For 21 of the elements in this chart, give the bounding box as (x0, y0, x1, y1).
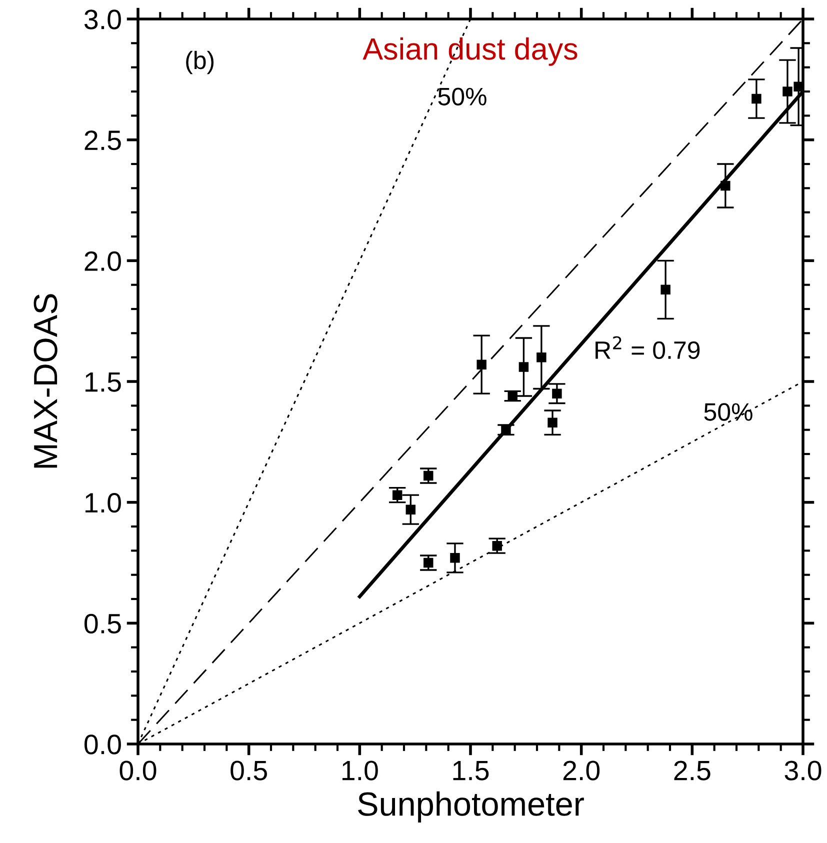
y-tick-label: 0.5 (84, 614, 121, 634)
y-tick-label: 1.0 (86, 493, 121, 513)
y-tick-label: 0.0 (84, 734, 121, 754)
y-tick-label: 1.5 (86, 372, 121, 392)
annotation: 50% (704, 403, 752, 421)
x-tick-label: 3.0 (784, 760, 822, 780)
x-tick-label: 2.0 (563, 760, 600, 780)
y-tick-label: 2.5 (84, 130, 121, 150)
annotation: (b) (186, 50, 214, 74)
y-axis-title: MAX-DOAS (34, 294, 58, 468)
y-tick-label: 2.0 (84, 251, 121, 272)
x-tick-label: 2.5 (674, 760, 710, 780)
annotation: 50% (438, 88, 486, 106)
x-tick-label: 1.5 (453, 760, 489, 780)
text: Asian dust days (362, 37, 578, 66)
annotation: R$^{2}$ = 0.79 (596, 336, 700, 360)
y-tick-label: 3.0 (84, 10, 121, 30)
x-axis-title: Sunphotometer (358, 791, 584, 822)
x-tick-label: 1.0 (342, 760, 378, 780)
x-tick-label: 0.0 (120, 760, 156, 780)
x-tick-label: 0.5 (230, 760, 267, 780)
